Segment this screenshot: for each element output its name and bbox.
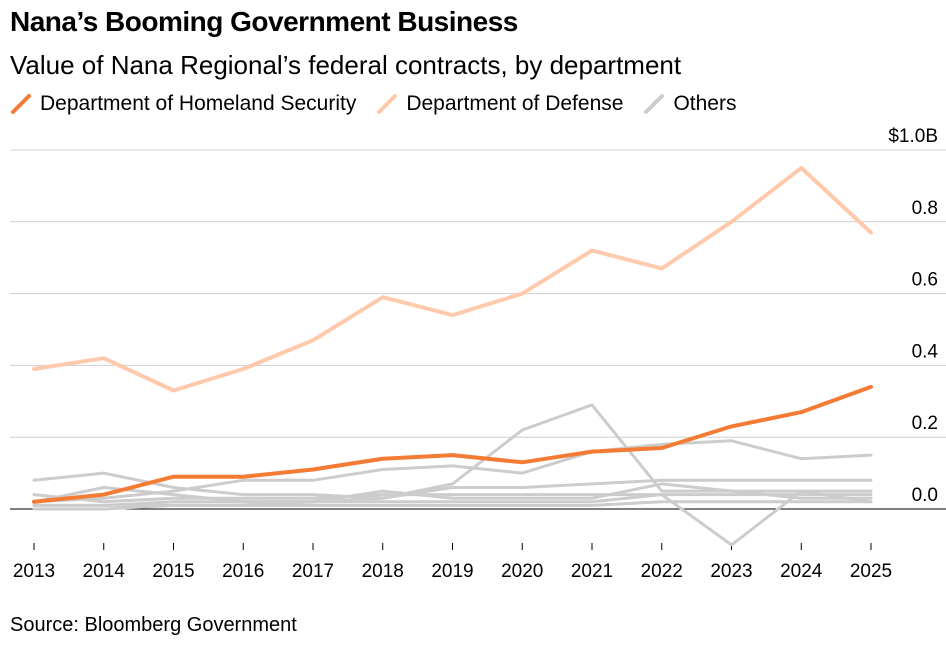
series-line-dhs	[32, 384, 873, 504]
series-line-others	[32, 482, 873, 504]
x-tick-label: 2025	[850, 561, 892, 582]
chart-subtitle: Value of Nana Regional’s federal contrac…	[10, 50, 682, 80]
legend-line-others	[644, 94, 665, 114]
x-tick-label: 2015	[152, 561, 194, 582]
x-tick-label: 2021	[571, 561, 613, 582]
x-tick-label: 2019	[431, 561, 473, 582]
y-tick-label: 0.8	[912, 198, 938, 219]
legend-swatch-others	[644, 94, 665, 114]
y-tick-label: 0.2	[912, 413, 938, 434]
chart-title: Nana’s Booming Government Business	[10, 6, 518, 37]
y-tick-label: 0.4	[912, 341, 939, 362]
legend-label-defense: Department of Defense	[406, 92, 624, 115]
series-line-others	[32, 500, 873, 511]
legend-line-defense	[377, 94, 398, 114]
x-tick-label: 2022	[641, 561, 683, 582]
x-tick-label: 2020	[501, 561, 543, 582]
legend-swatch-homeland-security	[11, 94, 31, 114]
series-line-others	[32, 403, 873, 500]
legend-label-homeland-security: Department of Homeland Security	[40, 92, 357, 115]
x-tick-label: 2024	[780, 561, 823, 582]
x-tick-label: 2014	[83, 561, 126, 582]
x-tick-label: 2017	[292, 561, 334, 582]
legend-label-others: Others	[673, 92, 737, 115]
source-note: Source: Bloomberg Government	[10, 614, 297, 636]
legend: Department of Homeland Security Departme…	[10, 92, 756, 116]
legend-item-others: Others	[643, 92, 736, 116]
x-tick-label: 2013	[13, 561, 55, 582]
x-tick-label: 2023	[710, 561, 752, 582]
series-line-others	[32, 478, 873, 507]
legend-swatch-defense	[377, 94, 398, 114]
y-tick-label: 0.6	[912, 270, 938, 291]
legend-line-homeland-security	[11, 94, 31, 114]
series-line-others	[32, 493, 873, 504]
x-tick-label: 2016	[222, 561, 264, 582]
legend-item-homeland-security: Department of Homeland Security	[10, 92, 356, 116]
y-tick-label: 0.0	[912, 485, 938, 506]
x-tick-label: 2018	[362, 561, 404, 582]
legend-item-defense: Department of Defense	[376, 92, 623, 116]
series-line-defense	[32, 165, 873, 393]
series-line-others	[32, 439, 873, 504]
y-tick-label: $1.0B	[888, 126, 938, 147]
